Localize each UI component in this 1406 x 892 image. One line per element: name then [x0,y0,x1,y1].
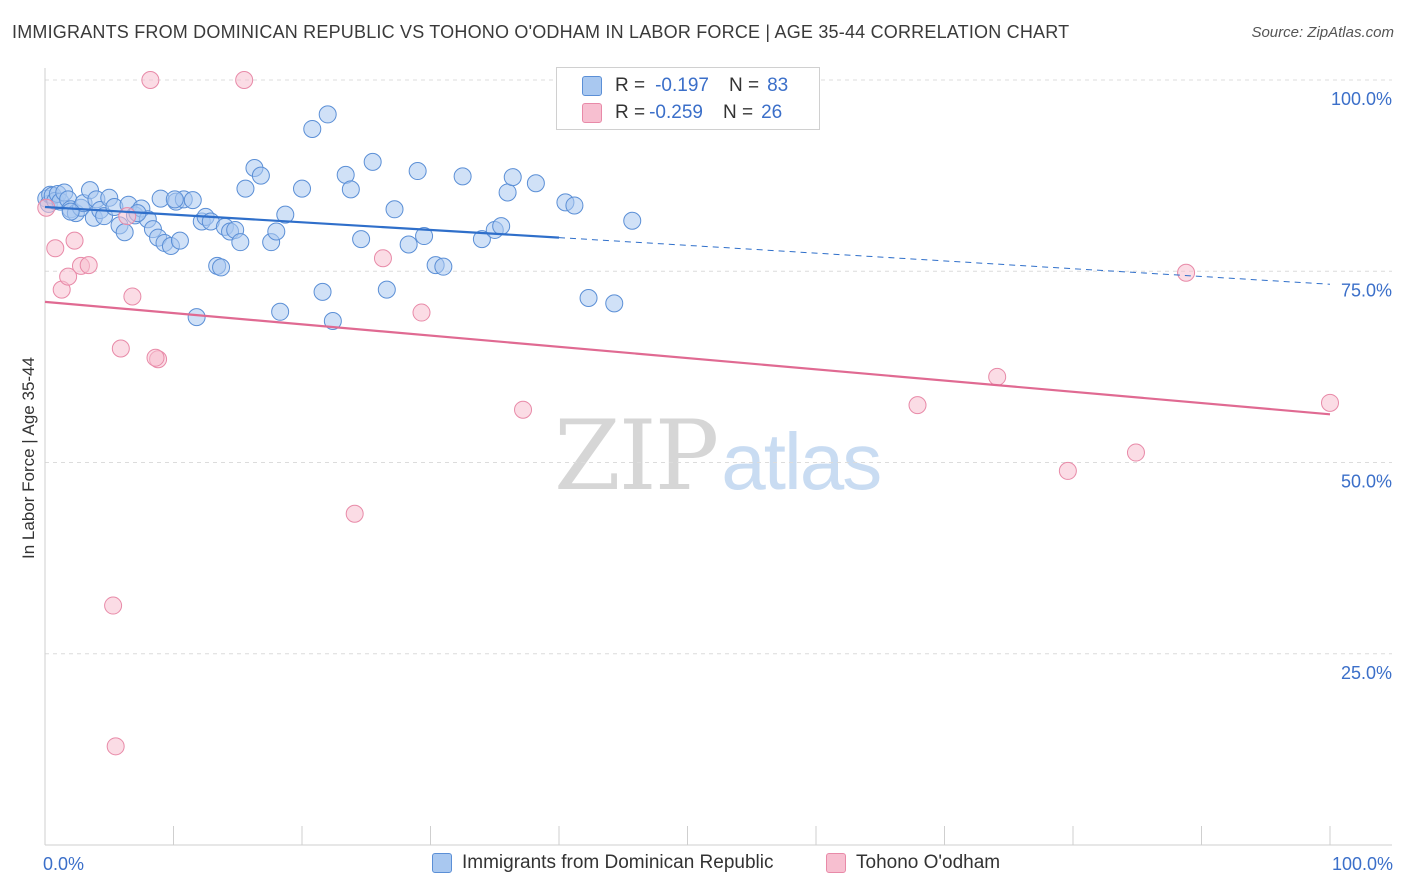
dominican-point [170,231,189,250]
tohono-trend-line [44,300,1331,416]
dominican-point [352,230,371,249]
dominican-point [363,152,382,171]
tohono-point [111,339,130,358]
bottom-legend: Immigrants from Dominican Republic Tohon… [0,852,1406,878]
series-points [37,71,1339,756]
tohono-point [79,256,98,275]
dominican-point [408,162,427,181]
stats-n-value: 26 [761,102,783,123]
tohono-point [123,287,142,306]
pink-swatch-icon [582,103,602,123]
blue-swatch-icon [582,76,602,96]
watermark-atlas: atlas [721,417,882,506]
tohono-point [908,396,927,415]
y-tick-label: 75.0% [1341,280,1392,300]
dominican-trend-line [44,205,560,239]
dominican-trend-extension [558,237,1331,285]
trend-lines [44,205,1331,416]
dominican-point [377,280,396,299]
tohono-point [1177,263,1196,282]
dominican-point [341,180,360,199]
tohono-point [373,249,392,268]
tohono-point [514,400,533,419]
x-tick-label: 0.0% [43,854,84,874]
stats-legend-box: R = -0.197 N = 83 R = -0.259 N = 26 [556,67,820,130]
dominican-point [271,302,290,321]
dominican-point [231,233,250,252]
legend-label: Immigrants from Dominican Republic [462,852,774,873]
pink-swatch-icon [826,853,846,873]
tohono-point [1058,461,1077,480]
dominican-point [313,282,332,301]
stats-r-value: -0.259 [649,102,703,123]
dominican-point [165,190,184,209]
dominican-point [276,205,295,224]
tohono-point [104,596,123,615]
dominican-point [605,294,624,313]
chart-title: IMMIGRANTS FROM DOMINICAN REPUBLIC VS TO… [12,22,1070,42]
dominican-point [453,167,472,186]
legend-item-dominican: Immigrants from Dominican Republic [432,852,774,874]
tohono-point [146,348,165,367]
watermark-zip: ZIP [554,400,719,512]
dominican-point [434,257,453,276]
tohono-point [988,367,1007,386]
dominican-point [415,227,434,246]
dominican-point [492,217,511,236]
legend-item-tohono: Tohono O'odham [826,852,1000,874]
stats-r-label: R = [615,75,646,96]
stats-row-tohono: R = -0.259 N = 26 [582,100,783,126]
tohono-point [65,231,84,250]
dominican-point [212,258,231,277]
dominican-point [399,235,418,254]
stats-n-label: N = [722,102,754,123]
tick-labels: 25.0% 50.0% 75.0% 100.0% 0.0% 100.0% [43,89,1393,874]
dominican-point [526,174,545,193]
tohono-point [106,737,125,756]
dominican-point [565,196,584,215]
dominican-point [251,166,270,185]
dominican-point [303,119,322,138]
legend-label: Tohono O'odham [856,852,1001,873]
tohono-point [46,239,65,258]
y-tick-label: 50.0% [1341,472,1392,492]
dominican-point [61,202,80,221]
tohono-point [1321,393,1339,412]
dominican-point [472,230,491,249]
stats-n-label: N = [728,75,760,96]
tohono-point [412,303,431,322]
dominican-point [236,179,255,198]
dominican-point [267,222,286,241]
dominican-point [498,183,517,202]
dominican-point [503,168,522,187]
stats-row-dominican: R = -0.197 N = 83 [582,73,789,99]
y-tick-label: 100.0% [1331,89,1392,109]
stats-n-value: 83 [767,75,789,96]
y-axis-label: In Labor Force | Age 35-44 [19,357,38,559]
tohono-point [345,504,364,523]
dominican-point [579,289,598,308]
tohono-point [235,71,254,89]
stats-r-value: -0.197 [655,75,709,96]
dominican-point [623,211,642,230]
dominican-point [385,200,404,219]
x-tick-label: 100.0% [1332,854,1393,874]
tohono-point [141,71,160,89]
dominican-point [323,311,342,330]
watermark: ZIPatlas [554,400,882,512]
blue-swatch-icon [432,853,452,873]
dominican-point [187,308,206,327]
dominican-point [115,223,134,242]
dominican-point [318,105,337,124]
source-label: Source: ZipAtlas.com [1251,24,1394,41]
stats-r-label: R = [615,102,646,123]
tohono-point [59,267,78,286]
tohono-point [118,207,137,226]
tohono-point [1126,443,1145,462]
dominican-point [183,191,202,210]
dominican-point [293,179,311,198]
y-tick-label: 25.0% [1341,663,1392,683]
